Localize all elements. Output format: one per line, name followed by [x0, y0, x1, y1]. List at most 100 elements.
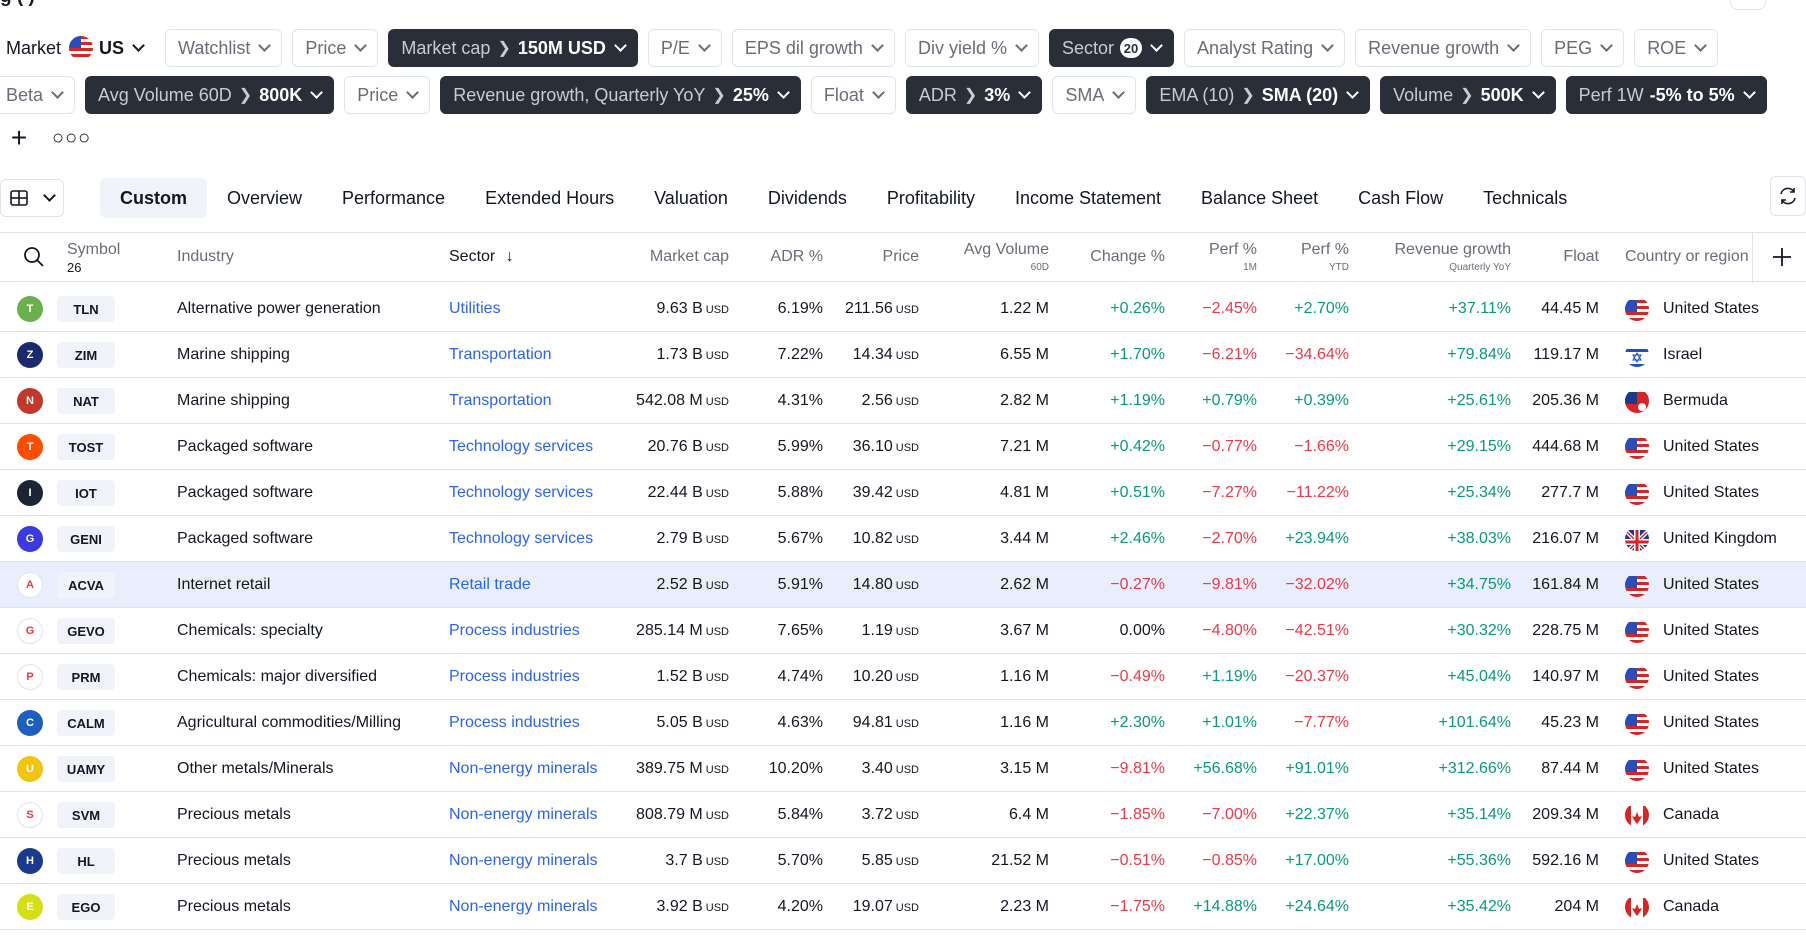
filter-p-e[interactable]: P/E — [647, 29, 722, 67]
filter-value: 25% — [732, 84, 769, 105]
filter-avg-volume-60d[interactable]: Avg Volume 60D ❯ 800K — [85, 76, 335, 114]
col-adr[interactable]: ADR % — [770, 248, 823, 265]
chevron-down-icon — [1507, 39, 1521, 52]
col-avg-volume[interactable]: Avg Volume 60D — [964, 242, 1049, 276]
tab-extended-hours[interactable]: Extended Hours — [485, 187, 615, 208]
add-column-icon[interactable] — [1771, 246, 1793, 268]
tab-income-statement[interactable]: Income Statement — [1014, 187, 1162, 208]
tab-technicals[interactable]: Technicals — [1483, 187, 1568, 208]
col-perf-ytd[interactable]: Perf % YTD — [1301, 242, 1349, 276]
col-float[interactable]: Float — [1563, 248, 1599, 265]
filter-revenue-growth-quarterly-yoy[interactable]: Revenue growth, Quarterly YoY ❯ 25% — [440, 76, 801, 114]
sector-link[interactable]: Technology services — [449, 484, 594, 501]
table-row[interactable]: U UAMY Other metals/Minerals Non-energy min… — [0, 746, 1806, 792]
tab-overview[interactable]: Overview — [227, 187, 303, 208]
col-symbol[interactable]: Symbol 26 — [67, 241, 120, 277]
ticker-symbol[interactable]: SVM — [57, 802, 115, 828]
table-row[interactable]: I IOT Packaged software Technology services… — [0, 470, 1806, 516]
ticker-symbol[interactable]: PRM — [57, 664, 115, 690]
ticker-symbol[interactable]: IOT — [57, 480, 115, 506]
tab-cash-flow[interactable]: Cash Flow — [1358, 187, 1444, 208]
ticker-symbol[interactable]: UAMY — [57, 756, 115, 782]
col-country[interactable]: Country or region — [1625, 248, 1749, 265]
filter-float[interactable]: Float — [810, 76, 896, 114]
filter-adr[interactable]: ADR ❯ 3% — [905, 76, 1043, 114]
col-perf-1m[interactable]: Perf % 1M — [1209, 242, 1257, 276]
table-row[interactable]: C CALM Agricultural commodities/Milling Pro… — [0, 700, 1806, 746]
col-industry[interactable]: Industry — [177, 248, 234, 265]
sector-link[interactable]: Non-energy minerals — [449, 760, 598, 777]
sector-link[interactable]: Process industries — [449, 668, 580, 685]
ticker-symbol[interactable]: HL — [57, 848, 115, 874]
table-row[interactable]: H HL Precious metals Non-energy minerals 3.7… — [0, 838, 1806, 884]
table-row[interactable]: T TOST Packaged software Technology service… — [0, 424, 1806, 470]
table-row[interactable]: P PRM Chemicals: major diversified Process … — [0, 654, 1806, 700]
filter-price[interactable]: Price — [292, 29, 379, 67]
table-row[interactable]: G GENI Packaged software Technology service… — [0, 516, 1806, 562]
sector-link[interactable]: Transportation — [449, 346, 552, 363]
sector-link[interactable]: Retail trade — [449, 576, 531, 593]
refresh-button[interactable] — [1770, 176, 1806, 216]
table-row[interactable]: A ACVA Internet retail Retail trade 2.52 B US… — [0, 562, 1806, 608]
filter-perf-1w[interactable]: Perf 1W -5% to 5% — [1565, 76, 1767, 114]
ticker-symbol[interactable]: ACVA — [57, 572, 115, 598]
ticker-symbol[interactable]: GEVO — [57, 618, 115, 644]
tab-dividends[interactable]: Dividends — [767, 187, 847, 208]
more-icon[interactable]: ○○○ — [52, 126, 92, 149]
table-row[interactable]: T TLN Alternative power generation Utilitie… — [0, 286, 1806, 332]
filter-market-cap[interactable]: Market cap ❯ 150M USD — [388, 29, 638, 67]
table-view-icon — [9, 190, 28, 206]
sector-link[interactable]: Transportation — [449, 392, 552, 409]
col-change[interactable]: Change % — [1090, 248, 1165, 265]
filter-watchlist[interactable]: Watchlist — [165, 29, 283, 67]
sector-link[interactable]: Process industries — [449, 714, 580, 731]
market-selector[interactable]: Market US — [0, 29, 151, 67]
ticker-symbol[interactable]: TOST — [57, 434, 115, 460]
ticker-symbol[interactable]: TLN — [57, 296, 115, 322]
ticker-symbol[interactable]: EGO — [57, 894, 115, 920]
ticker-symbol[interactable]: CALM — [57, 710, 115, 736]
table-row[interactable]: G GEVO Chemicals: specialty Process industr… — [0, 608, 1806, 654]
tab-valuation[interactable]: Valuation — [654, 187, 728, 208]
filter-peg[interactable]: PEG — [1541, 29, 1625, 67]
filter-price[interactable]: Price — [344, 76, 431, 114]
ticker-symbol[interactable]: GENI — [57, 526, 115, 552]
col-price[interactable]: Price — [882, 248, 919, 265]
tab-custom[interactable]: Custom — [100, 178, 207, 218]
table-row[interactable]: N NAT Marine shipping Transportation 542.08 … — [0, 378, 1806, 424]
tab-profitability[interactable]: Profitability — [886, 187, 975, 208]
sector-link[interactable]: Technology services — [449, 530, 594, 547]
tab-performance[interactable]: Performance — [342, 187, 446, 208]
filter-analyst-rating[interactable]: Analyst Rating — [1184, 29, 1346, 67]
filter-ema-10[interactable]: EMA (10) ❯ SMA (20) — [1146, 76, 1371, 114]
search-icon[interactable] — [23, 246, 45, 268]
top-right-button[interactable] — [1730, 0, 1766, 10]
filter-sector[interactable]: Sector 20 — [1048, 29, 1175, 67]
filter-div-yield[interactable]: Div yield % — [904, 29, 1039, 67]
sector-link[interactable]: Technology services — [449, 438, 594, 455]
ticker-symbol[interactable]: ZIM — [57, 342, 115, 368]
sector-link[interactable]: Non-energy minerals — [449, 806, 598, 823]
col-sector[interactable]: Sector ↓ — [449, 248, 514, 266]
filter-beta[interactable]: Beta — [0, 76, 76, 114]
plus-icon[interactable]: + — [10, 122, 28, 153]
filter-volume[interactable]: Volume ❯ 500K — [1380, 76, 1556, 114]
sector-link[interactable]: Non-energy minerals — [449, 898, 598, 915]
tab-balance-sheet[interactable]: Balance Sheet — [1201, 187, 1319, 208]
table-row[interactable]: E EGO Precious metals Non-energy minerals 3.… — [0, 884, 1806, 930]
table-row[interactable]: S SVM Precious metals Non-energy minerals 80… — [0, 792, 1806, 838]
filter-sma[interactable]: SMA — [1052, 76, 1137, 114]
filter-revenue-growth[interactable]: Revenue growth — [1355, 29, 1532, 67]
sector-link[interactable]: Utilities — [449, 300, 501, 317]
col-market-cap[interactable]: Market cap — [649, 248, 729, 265]
perf-ytd-cell: −20.37% — [1285, 668, 1349, 685]
view-selector[interactable] — [0, 179, 64, 217]
sector-link[interactable]: Non-energy minerals — [449, 852, 598, 869]
filter-roe[interactable]: ROE — [1634, 29, 1719, 67]
chevron-right-icon: ❯ — [963, 87, 978, 104]
ticker-symbol[interactable]: NAT — [57, 388, 115, 414]
col-revenue-growth[interactable]: Revenue growth Quarterly YoY — [1394, 242, 1511, 276]
filter-eps-dil-growth[interactable]: EPS dil growth — [731, 29, 895, 67]
sector-link[interactable]: Process industries — [449, 622, 580, 639]
